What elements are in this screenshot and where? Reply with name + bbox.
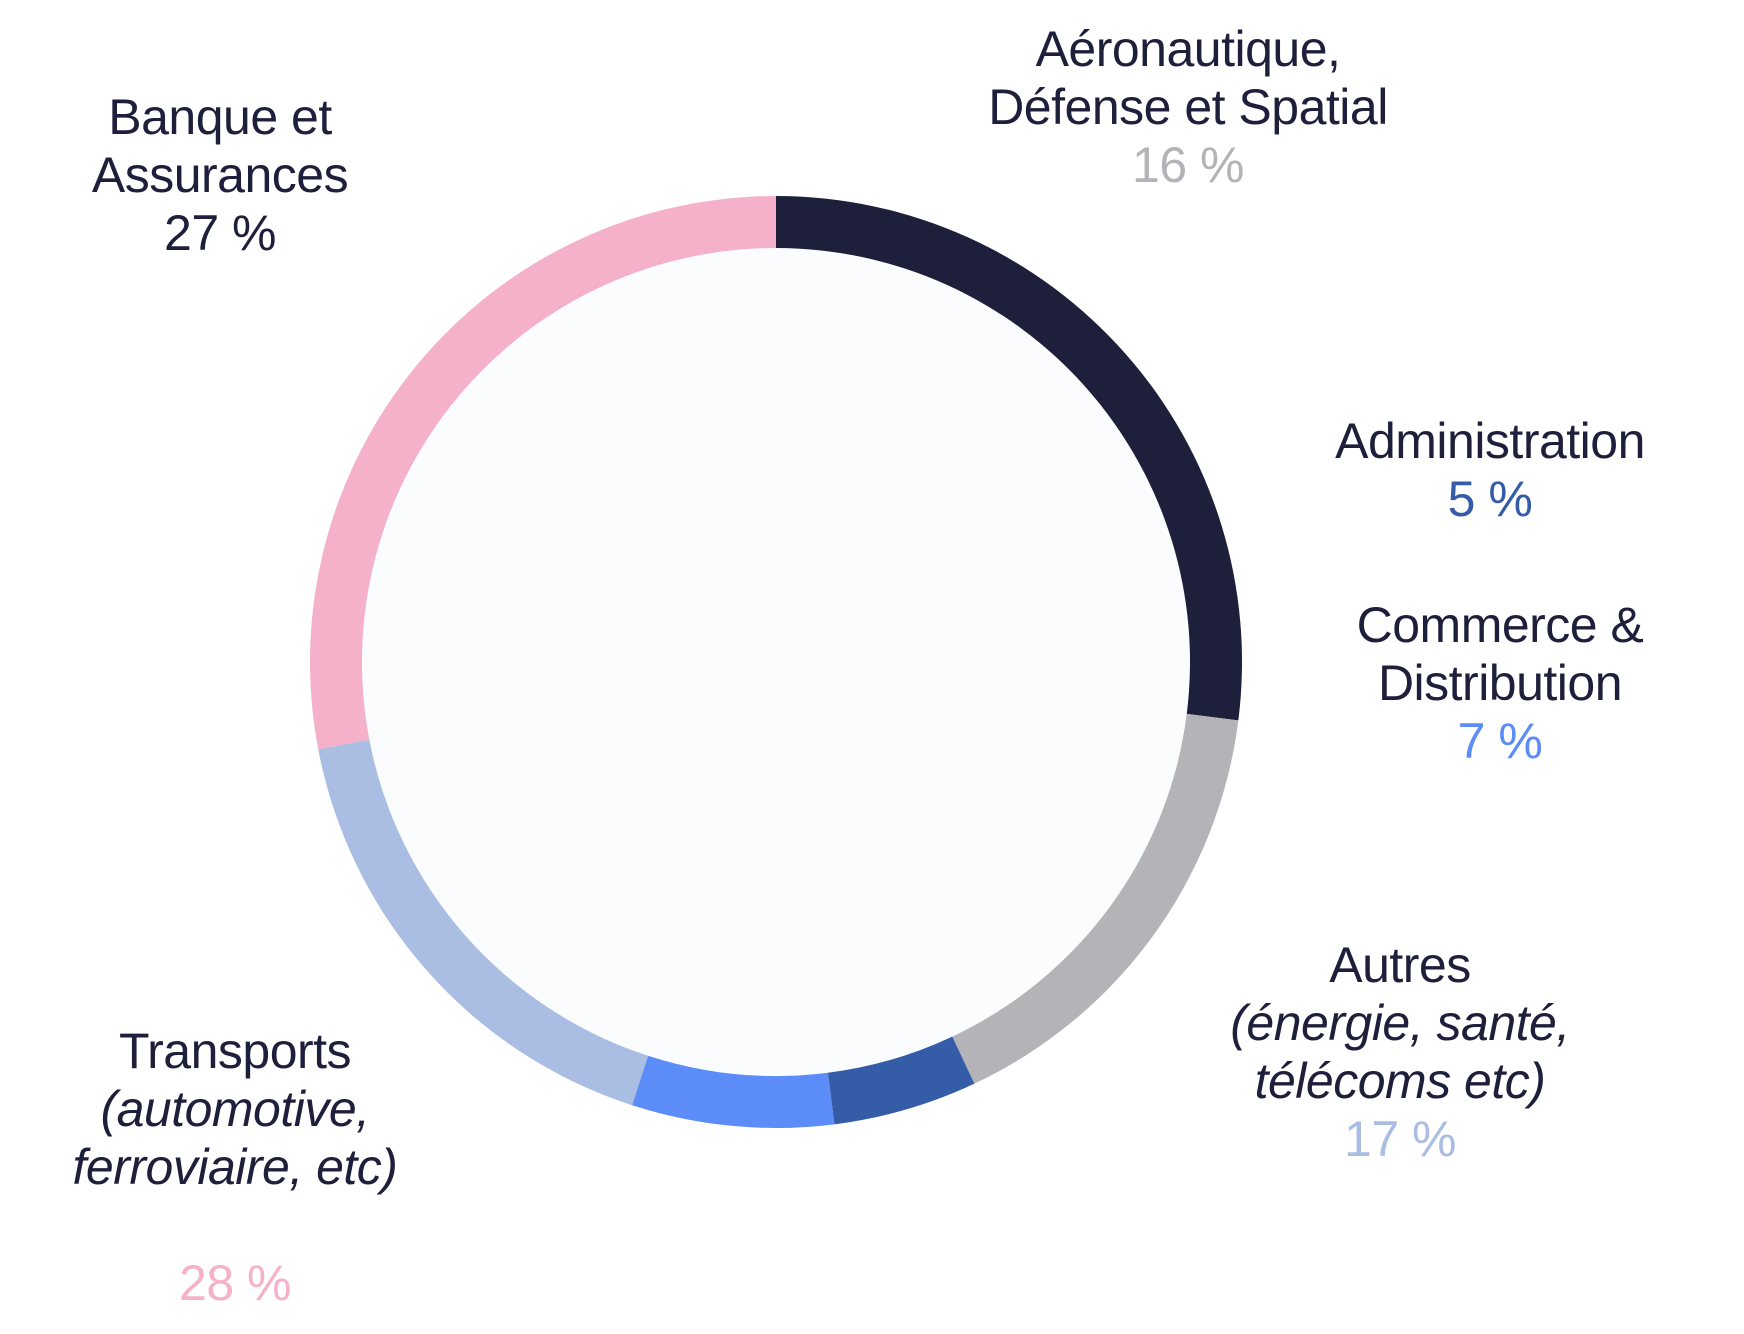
label-autres-line-1: Autres <box>1329 937 1471 993</box>
slice-banque-et-assurances <box>776 196 1242 721</box>
label-commerce-line-1: Commerce & <box>1356 597 1644 653</box>
label-transports-sub-2: ferroviaire, etc) <box>72 1139 398 1195</box>
label-autres-sub-1: (énergie, santé, <box>1230 995 1570 1051</box>
label-banque-assurances: Banque et Assurances 27 % <box>70 88 370 262</box>
slice-commerce-distribution <box>631 1055 835 1128</box>
label-aeronautique: Aéronautique, Défense et Spatial 16 % <box>958 20 1418 194</box>
label-banque-line-2: Assurances <box>91 147 349 203</box>
donut-center <box>362 248 1190 1076</box>
value-label-autres: 17 % <box>1344 1111 1456 1167</box>
label-commerce-line-2: Distribution <box>1377 655 1623 711</box>
slice-administration <box>827 1036 975 1125</box>
slice-a-ronautique-d-fense-et-spatial <box>952 713 1239 1084</box>
value-label-admin: 5 % <box>1447 471 1533 527</box>
label-aero-line-2: Défense et Spatial <box>988 79 1388 135</box>
label-transports-sub-1: (automotive, <box>100 1081 370 1137</box>
label-commerce-distribution: Commerce & Distribution 7 % <box>1340 596 1660 770</box>
slice-autres <box>318 739 649 1106</box>
value-label-commerce: 7 % <box>1457 713 1543 769</box>
label-banque-line-1: Banque et <box>108 89 332 145</box>
donut-slices <box>310 196 1242 1128</box>
label-transports: Transports (automotive, ferroviaire, etc… <box>40 1022 430 1312</box>
value-label-banque: 27 % <box>164 205 276 261</box>
label-aero-line-1: Aéronautique, <box>1035 21 1341 77</box>
label-autres-sub-2: télécoms etc) <box>1254 1053 1546 1109</box>
label-admin-line-1: Administration <box>1335 413 1645 469</box>
value-label-aero: 16 % <box>1132 137 1244 193</box>
slice-transports <box>310 196 776 750</box>
label-autres: Autres (énergie, santé, télécoms etc) 17… <box>1210 936 1590 1168</box>
value-label-transports: 28 % <box>179 1255 291 1311</box>
label-transports-line-1: Transports <box>118 1023 352 1079</box>
label-administration: Administration 5 % <box>1300 412 1680 528</box>
